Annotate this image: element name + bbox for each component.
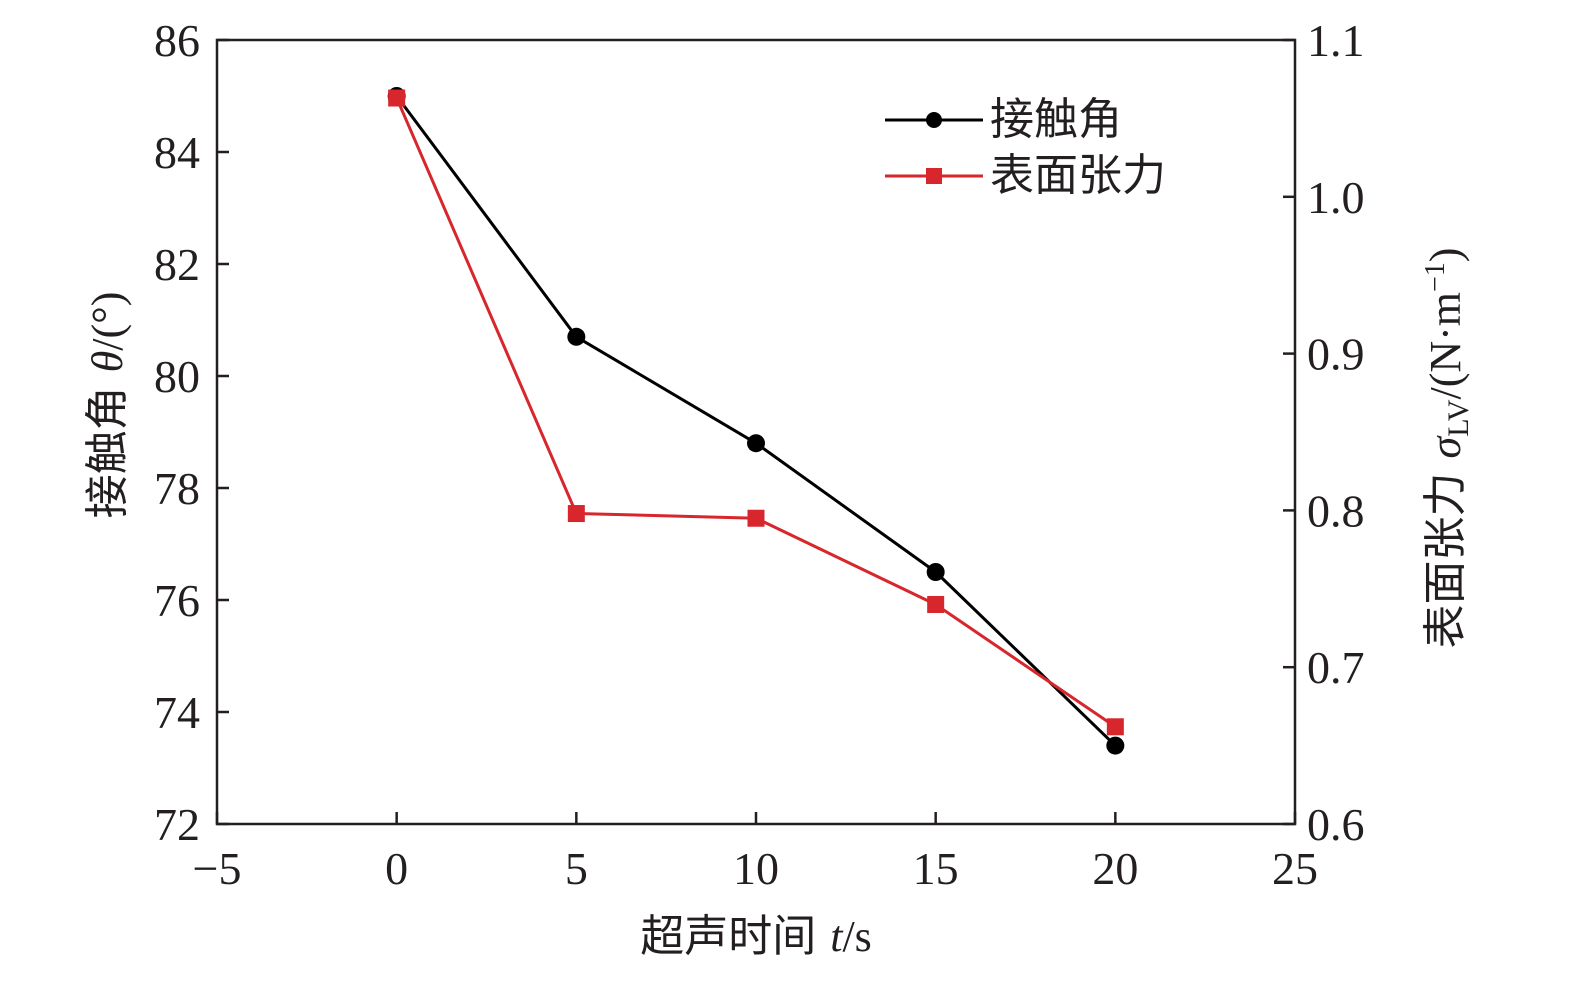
left-y-tick-label: 74	[154, 687, 200, 738]
legend-marker-surface-tension	[926, 168, 942, 184]
right-y-tick-label: 1.0	[1307, 172, 1365, 223]
left-y-tick-label: 84	[154, 127, 200, 178]
left-y-tick-label: 78	[154, 463, 200, 514]
legend-item-contact-angle: 接触角	[885, 94, 1122, 145]
data-point-surface-tension	[927, 595, 945, 613]
x-tick-label: 25	[1272, 843, 1318, 894]
right-y-tick-label: 0.7	[1307, 642, 1365, 693]
legend-label-surface-tension: 表面张力	[990, 150, 1166, 201]
left-y-tick-label: 76	[154, 575, 200, 626]
data-point-surface-tension	[388, 89, 406, 107]
x-tick-label: 10	[733, 843, 779, 894]
right-y-axis-title: 表面张力 σLV/(N·m−1)	[1420, 248, 1475, 649]
legend-marker-contact-angle	[926, 112, 942, 128]
data-point-contact-angle	[567, 327, 586, 346]
left-y-tick-label: 86	[154, 15, 200, 66]
x-axis-ticks: −5 0 5 10 15 20 25	[193, 812, 1318, 894]
data-point-contact-angle	[1106, 736, 1125, 755]
data-point-surface-tension	[1106, 718, 1124, 736]
left-y-tick-label: 72	[154, 799, 200, 850]
left-y-axis-title: 接触角 θ/(°)	[82, 292, 133, 519]
x-tick-label: 20	[1092, 843, 1138, 894]
x-tick-label: 5	[565, 843, 588, 894]
x-tick-label: 15	[913, 843, 959, 894]
legend: 接触角 表面张力	[885, 94, 1166, 201]
x-tick-label: 0	[385, 843, 408, 894]
right-y-axis-ticks: 0.6 0.7 0.8 0.9 1.0 1.1	[1283, 15, 1365, 850]
right-y-tick-label: 1.1	[1307, 15, 1365, 66]
left-y-axis-ticks: 72 74 76 78 80 82 84 86	[154, 15, 229, 850]
right-y-tick-label: 0.6	[1307, 799, 1365, 850]
series-layer	[387, 87, 1125, 755]
data-point-surface-tension	[747, 509, 765, 527]
left-y-tick-label: 82	[154, 239, 200, 290]
legend-item-surface-tension: 表面张力	[885, 150, 1166, 201]
data-point-contact-angle	[747, 434, 765, 453]
left-y-tick-label: 80	[154, 351, 200, 402]
legend-label-contact-angle: 接触角	[990, 94, 1122, 145]
data-point-surface-tension	[567, 505, 585, 523]
x-axis-title: 超声时间 t/s	[640, 911, 872, 962]
x-tick-label: −5	[193, 843, 242, 894]
right-y-tick-label: 0.9	[1307, 329, 1365, 380]
right-y-tick-label: 0.8	[1307, 485, 1365, 536]
data-point-contact-angle	[926, 563, 945, 581]
